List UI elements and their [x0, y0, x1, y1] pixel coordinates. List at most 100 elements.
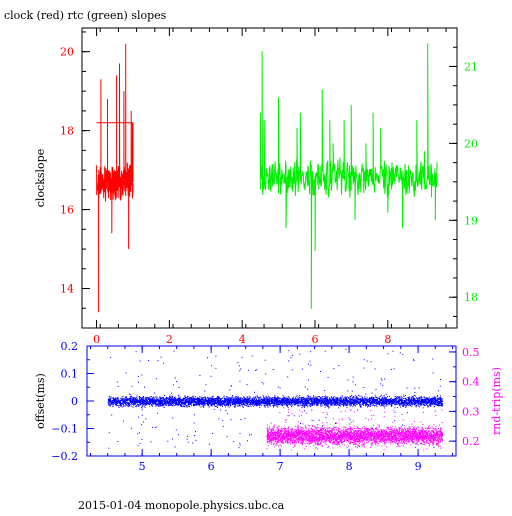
offset-point	[265, 397, 266, 398]
offset-point	[185, 397, 186, 398]
offset-point	[222, 402, 223, 403]
offset-point	[243, 403, 244, 404]
offset-point	[424, 404, 425, 405]
offset-point	[369, 399, 370, 400]
offset-point	[253, 406, 254, 407]
offset-point	[235, 399, 236, 400]
offset-point	[213, 396, 214, 397]
y-left-tick-label: 14	[60, 283, 74, 296]
offset-point	[299, 395, 300, 396]
offset-point	[423, 404, 424, 405]
offset-point	[134, 401, 135, 402]
offset-point	[240, 405, 241, 406]
offset-point	[390, 401, 391, 402]
offset-point	[308, 400, 309, 401]
offset-point	[386, 398, 387, 399]
offset-point	[330, 405, 331, 406]
offset-point	[373, 397, 374, 398]
offset-point	[439, 405, 440, 406]
offset-point	[154, 403, 155, 404]
offset-point	[254, 399, 255, 400]
offset-point	[387, 396, 388, 397]
offset-point	[151, 398, 152, 399]
offset-point	[141, 401, 142, 402]
clock-series-line	[97, 44, 133, 312]
offset-point	[212, 404, 213, 405]
offset-point	[300, 401, 301, 402]
offset-point	[249, 403, 250, 404]
offset-point	[286, 397, 287, 398]
offset-point	[307, 403, 308, 404]
offset-point	[434, 400, 435, 401]
offset-point	[370, 406, 371, 407]
offset-point	[172, 396, 173, 397]
offset-point	[396, 397, 397, 398]
x-tick-label: 0	[93, 333, 100, 346]
offset-point	[131, 401, 132, 402]
offset-point	[433, 400, 434, 401]
offset-point	[434, 404, 435, 405]
offset-point	[232, 397, 233, 398]
offset-point	[239, 402, 240, 403]
offset-point	[358, 395, 359, 396]
offset-point	[317, 399, 318, 400]
offset-point	[175, 403, 176, 404]
offset-point	[286, 402, 287, 403]
offset-point	[331, 396, 332, 397]
offset-point	[186, 400, 187, 401]
offset-point	[368, 405, 369, 406]
offset-point	[310, 396, 311, 397]
offset-point	[274, 402, 275, 403]
offset-point	[404, 400, 405, 401]
offset-point	[139, 396, 140, 397]
offset-point	[411, 406, 412, 407]
offset-point	[298, 400, 299, 401]
offset-point	[370, 404, 371, 405]
offset-point	[311, 399, 312, 400]
offset-point	[142, 399, 143, 400]
offset-point	[162, 405, 163, 406]
offset-point	[150, 397, 151, 398]
offset-point	[441, 399, 442, 400]
offset-point	[421, 400, 422, 401]
offset-point	[289, 404, 290, 405]
offset-point	[212, 406, 213, 407]
offset-point	[188, 398, 189, 399]
offset-point	[159, 403, 160, 404]
offset-point	[283, 395, 284, 396]
offset-point	[131, 406, 132, 407]
offset-point	[319, 400, 320, 401]
offset-point	[153, 398, 154, 399]
offset-point	[381, 405, 382, 406]
rtc-series-line	[260, 43, 437, 308]
offset-point	[429, 398, 430, 399]
offset-point	[241, 403, 242, 404]
offset-point	[181, 405, 182, 406]
offset-point	[383, 402, 384, 403]
x-tick-label: 8	[384, 333, 391, 346]
offset-point	[201, 401, 202, 402]
offset-point	[222, 406, 223, 407]
offset-point	[413, 399, 414, 400]
offset-point	[332, 404, 333, 405]
y-right-tick-label: 20	[464, 137, 478, 150]
offset-point	[423, 407, 424, 408]
offset-point	[363, 405, 364, 406]
offset-point	[438, 405, 439, 406]
offset-point	[242, 406, 243, 407]
offset-point	[114, 402, 115, 403]
offset-point	[411, 398, 412, 399]
offset-point	[246, 405, 247, 406]
offset-point	[331, 397, 332, 398]
offset-point	[120, 400, 121, 401]
offset-point	[264, 398, 265, 399]
offset-point	[198, 401, 199, 402]
offset-point	[256, 398, 257, 399]
offset-point	[277, 397, 278, 398]
offset-point	[259, 402, 260, 403]
offset-point	[344, 403, 345, 404]
offset-point	[340, 406, 341, 407]
offset-point	[137, 399, 138, 400]
offset-point	[220, 405, 221, 406]
